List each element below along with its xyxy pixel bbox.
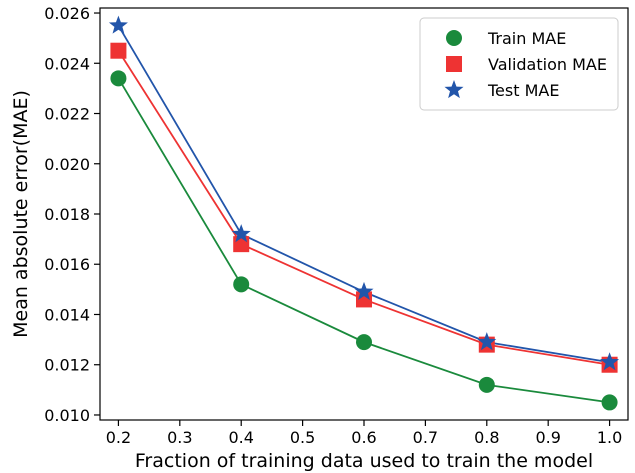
x-tick-label: 0.4 — [228, 428, 253, 447]
y-tick-label: 0.026 — [44, 4, 90, 23]
x-tick-label: 0.9 — [535, 428, 560, 447]
y-tick-label: 0.022 — [44, 105, 90, 124]
test-mae-point — [477, 332, 497, 351]
test-mae-point — [354, 281, 374, 300]
x-tick-label: 0.8 — [474, 428, 499, 447]
y-tick-label: 0.016 — [44, 255, 90, 274]
test-mae-legend-label: Test MAE — [487, 81, 559, 100]
x-tick-label: 0.3 — [167, 428, 192, 447]
x-axis-ticks: 0.2 0.3 0.4 0.5 0.6 0.7 0.8 0.9 1.0 — [106, 420, 622, 447]
train-mae-point — [356, 334, 372, 351]
y-tick-label: 0.020 — [44, 155, 90, 174]
y-axis-label: Mean absolute error(MAE) — [10, 90, 32, 338]
train-mae-legend-marker — [446, 30, 462, 46]
validation-mae-legend-marker — [446, 56, 462, 72]
y-tick-label: 0.014 — [44, 305, 90, 324]
train-mae-point — [233, 276, 250, 293]
train-mae-point — [601, 394, 618, 411]
train-mae-point — [478, 376, 495, 393]
train-mae-legend-label: Train MAE — [487, 29, 566, 48]
x-tick-label: 0.6 — [351, 428, 376, 447]
y-tick-label: 0.010 — [44, 406, 90, 425]
x-tick-label: 0.7 — [413, 428, 438, 447]
train-mae-point — [110, 70, 127, 87]
x-tick-label: 0.5 — [290, 428, 315, 447]
y-tick-label: 0.012 — [44, 356, 90, 375]
test-mae-point — [600, 352, 620, 371]
y-tick-label: 0.018 — [44, 205, 90, 224]
plot-area — [108, 15, 620, 411]
x-tick-label: 0.2 — [106, 428, 131, 447]
x-tick-label: 1.0 — [597, 428, 622, 447]
train-mae-line — [117, 77, 610, 404]
x-axis-label: Fraction of training data used to train … — [135, 450, 593, 472]
y-tick-label: 0.024 — [44, 54, 90, 73]
plot-frame — [99, 7, 629, 421]
test-mae-point — [108, 15, 128, 34]
test-mae-point — [231, 224, 251, 243]
legend: Train MAE Validation MAE Test MAE — [419, 17, 619, 111]
legend-box — [419, 17, 619, 111]
test-mae-legend-marker — [444, 80, 464, 99]
y-axis-ticks: 0.010 0.012 0.014 0.016 0.018 0.020 0.022 0.024… — [44, 4, 100, 425]
validation-mae-point — [110, 42, 127, 59]
validation-mae-legend-label: Validation MAE — [488, 55, 607, 74]
validation-mae-point — [233, 236, 250, 253]
